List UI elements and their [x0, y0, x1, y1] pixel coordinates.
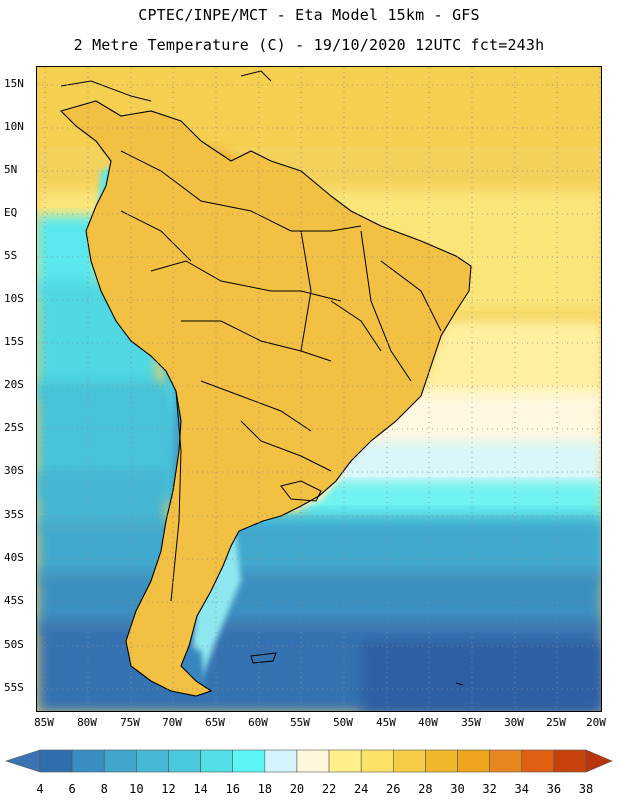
colorbar-box: [168, 749, 201, 773]
colorbar-tick-label: 4: [36, 782, 44, 796]
colorbar-box: [136, 749, 169, 773]
colorbar-tick-label: 16: [225, 782, 240, 796]
colorbar-tick-label: 26: [386, 782, 401, 796]
lon-label-85w: 85W: [34, 716, 54, 729]
colorbar-tick-label: 6: [68, 782, 76, 796]
colorbar-box: [71, 749, 105, 773]
lon-label-45w: 45W: [376, 716, 396, 729]
colorbar-box: [103, 749, 137, 773]
colorbar-box: [457, 749, 490, 773]
colorbar-box: [296, 749, 330, 773]
colorbar-box: [360, 749, 394, 773]
lon-label-65w: 65W: [205, 716, 225, 729]
lat-label-55s: 55S: [4, 681, 24, 694]
lat-label-5s: 5S: [4, 249, 18, 262]
lon-label-30w: 30W: [504, 716, 524, 729]
lat-label-25s: 25S: [4, 421, 24, 434]
map-canvas: [37, 67, 601, 711]
lon-label-50w: 50W: [333, 716, 353, 729]
colorbar-box: [521, 749, 555, 773]
lat-label-10n: 10N: [4, 120, 24, 133]
lon-label-70w: 70W: [162, 716, 182, 729]
country-borders: [60, 70, 472, 697]
colorbar-tick-label: 22: [321, 782, 337, 796]
colorbar-tick-label: 10: [129, 782, 144, 796]
colorbar-tick-label: 38: [578, 782, 594, 796]
lat-label-20s: 20S: [4, 378, 24, 391]
lon-label-60w: 60W: [248, 716, 268, 729]
colorbar-tick-label: 32: [482, 782, 497, 796]
lat-label-5n: 5N: [4, 163, 18, 176]
colorbar-box: [489, 749, 523, 773]
temperature-map: [36, 66, 602, 712]
lat-label-45s: 45S: [4, 594, 24, 607]
lat-label-eq: EQ: [4, 206, 18, 219]
colorbar-tick-label: 14: [193, 782, 208, 796]
colorbar-tick-label: 30: [450, 782, 465, 796]
lat-label-50s: 50S: [4, 638, 24, 651]
lon-label-80w: 80W: [77, 716, 97, 729]
colorbar-box: [425, 749, 458, 773]
colorbar-box: [232, 749, 266, 773]
lat-label-40s: 40S: [4, 551, 24, 564]
colorbar-box: [39, 749, 73, 773]
colorbar-tick-label: 36: [546, 782, 562, 796]
lon-label-35w: 35W: [461, 716, 481, 729]
lat-label-30s: 30S: [4, 464, 24, 477]
lon-label-40w: 40W: [418, 716, 438, 729]
colorbar-tick-label: 28: [418, 782, 433, 796]
colorbar-tick-label: 34: [514, 782, 529, 796]
temperature-colorbar: [5, 749, 613, 773]
colorbar-box: [264, 749, 298, 773]
colorbar-arrow-low: [5, 749, 41, 773]
colorbar-tick-label: 24: [353, 782, 369, 796]
lon-label-75w: 75W: [120, 716, 140, 729]
colorbar-tick-label: 18: [257, 782, 273, 796]
map-title-line-1: CPTEC/INPE/MCT - Eta Model 15km - GFS: [138, 6, 480, 24]
map-title-line-2: 2 Metre Temperature (C) - 19/10/2020 12U…: [73, 36, 545, 54]
colorbar-box: [553, 749, 587, 773]
lat-label-15n: 15N: [4, 77, 24, 90]
lon-label-55w: 55W: [290, 716, 310, 729]
lon-label-20w: 20W: [586, 716, 606, 729]
colorbar-tick-label: 12: [161, 782, 176, 796]
lon-label-25w: 25W: [546, 716, 566, 729]
colorbar-tick-label: 8: [100, 782, 108, 796]
lat-label-35s: 35S: [4, 508, 24, 521]
ocean-temperature-field: [37, 67, 601, 711]
colorbar-box: [328, 749, 362, 773]
lat-label-15s: 15S: [4, 335, 24, 348]
colorbar-box: [200, 749, 234, 773]
colorbar-tick-label: 20: [289, 782, 305, 796]
colorbar-arrow-high: [585, 749, 613, 773]
lat-label-10s: 10S: [4, 292, 24, 305]
colorbar-box: [392, 749, 426, 773]
